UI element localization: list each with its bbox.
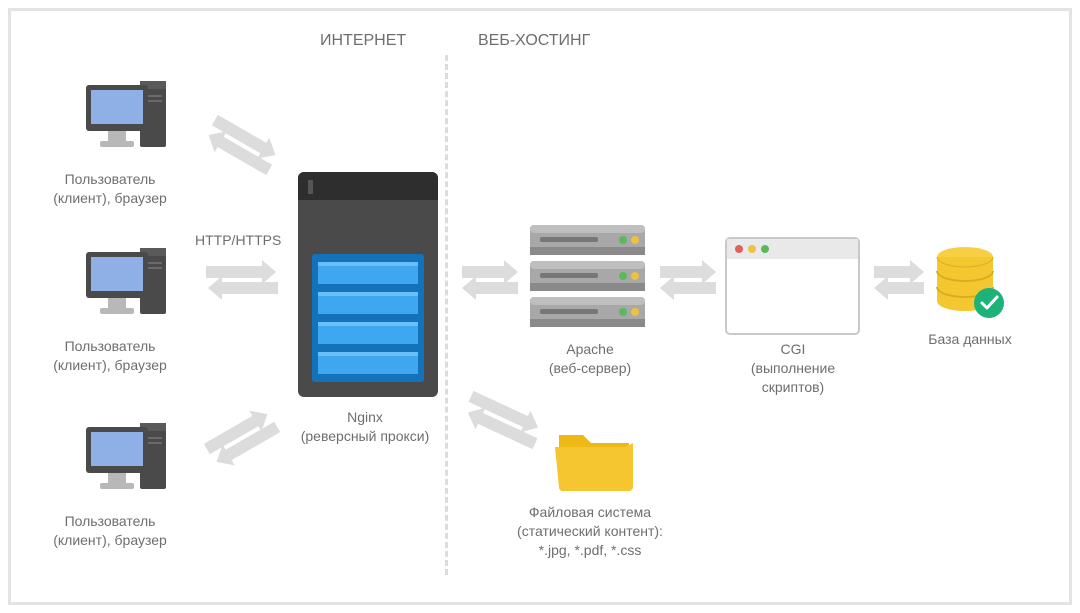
filesystem-label-line2: (статический контент): (517, 523, 663, 539)
bidirectional-arrow-icon (648, 255, 728, 305)
apache-label-line1: Apache (566, 341, 613, 357)
client-label-1: Пользователь (клиент), браузер (20, 170, 200, 208)
client-label-3-line1: Пользователь (65, 513, 156, 529)
database-label-text: База данных (928, 331, 1011, 347)
database-label: База данных (880, 330, 1060, 349)
client-label-3-line2: (клиент), браузер (53, 532, 167, 548)
http-https-label: HTTP/HTTPS (195, 232, 281, 248)
bidirectional-arrow-icon (192, 105, 292, 185)
apache-label: Apache (веб-сервер) (500, 340, 680, 378)
apache-label-line2: (веб-сервер) (549, 360, 631, 376)
client-label-2-line1: Пользователь (65, 338, 156, 354)
bidirectional-arrow-icon (448, 380, 558, 460)
cgi-label-line2: (выполнение (751, 360, 835, 376)
filesystem-label-line1: Файловая система (529, 504, 651, 520)
bidirectional-arrow-icon (192, 255, 292, 305)
nginx-label-line2: (реверсный прокси) (301, 428, 430, 444)
internet-hosting-divider (445, 55, 448, 575)
client-label-2-line2: (клиент), браузер (53, 357, 167, 373)
client-label-1-line2: (клиент), браузер (53, 190, 167, 206)
cgi-label: CGI (выполнение скриптов) (703, 340, 883, 397)
cgi-label-line1: CGI (781, 341, 806, 357)
apache-server-icon (530, 225, 645, 330)
cgi-label-line3: скриптов) (762, 379, 824, 395)
folder-icon (555, 427, 633, 495)
client-label-2: Пользователь (клиент), браузер (20, 337, 200, 375)
nginx-server-icon (298, 172, 438, 397)
nginx-label: Nginx (реверсный прокси) (275, 408, 455, 446)
cgi-window-icon (725, 237, 860, 335)
header-hosting: ВЕБ-ХОСТИНГ (478, 32, 590, 50)
client-computer-icon (86, 75, 186, 165)
header-internet: ИНТЕРНЕТ (320, 32, 406, 50)
client-label-1-line1: Пользователь (65, 171, 156, 187)
client-computer-icon (86, 242, 186, 332)
client-computer-icon (86, 417, 186, 507)
bidirectional-arrow-icon (450, 255, 530, 305)
bidirectional-arrow-icon (862, 255, 936, 305)
filesystem-label-line3: *.jpg, *.pdf, *.css (539, 542, 642, 558)
client-label-3: Пользователь (клиент), браузер (20, 512, 200, 550)
bidirectional-arrow-icon (192, 398, 292, 478)
nginx-label-line1: Nginx (347, 409, 383, 425)
database-icon (935, 245, 1007, 325)
filesystem-label: Файловая система (статический контент): … (500, 503, 680, 560)
